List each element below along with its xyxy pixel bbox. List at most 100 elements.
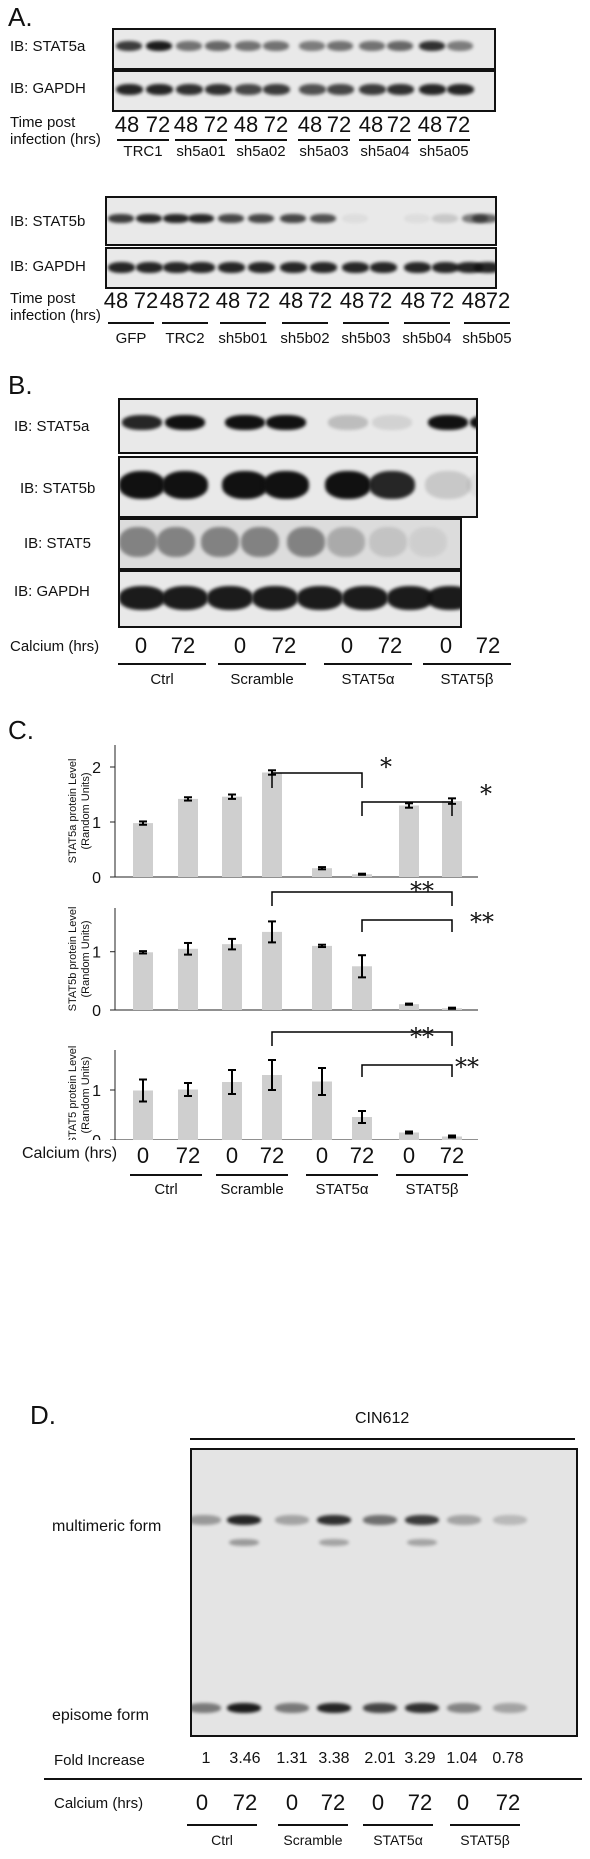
blot-band [386, 83, 414, 95]
time-point: 72 [495, 1790, 521, 1815]
time-point: 0 [439, 633, 453, 658]
blot-band [317, 1515, 351, 1525]
chart-stat5: 0 1 STAT5 protein Level(Random Units) [67, 1046, 478, 1140]
sig-marker-5: ** [410, 1023, 434, 1051]
blot-band [116, 41, 142, 51]
time-point: 72 [145, 112, 171, 137]
bar [262, 931, 282, 1010]
time-point: 0 [315, 1143, 329, 1168]
sig-marker-6: ** [455, 1053, 479, 1081]
time-point: 0 [136, 1143, 150, 1168]
group-underline [216, 1174, 288, 1176]
bar [133, 952, 153, 1010]
calcium-label-b: Calcium (hrs) [10, 638, 100, 655]
blot-band [455, 261, 483, 273]
y-axis-label: (Random Units) [80, 1056, 92, 1133]
group-label: STAT5β [460, 1832, 510, 1848]
bar [178, 948, 198, 1010]
blot-band [227, 1515, 261, 1525]
time-point: 0 [233, 633, 247, 658]
group-label: sh5a04 [360, 143, 410, 160]
blot-band [326, 83, 354, 95]
group-underline [220, 322, 266, 324]
blot-band [472, 213, 495, 223]
time-point: 0 [134, 633, 148, 658]
time-point: 48 [114, 112, 140, 137]
group-label: STAT5α [341, 671, 395, 688]
bar [222, 944, 242, 1010]
blot-band [225, 414, 265, 430]
blot-band [369, 471, 415, 499]
time-point: 72 [475, 633, 501, 658]
blot-band [493, 1515, 527, 1525]
bar [352, 1117, 372, 1140]
blot-band [369, 261, 397, 273]
blot-band [201, 527, 239, 557]
group-label: TRC1 [123, 143, 163, 160]
blot-band [162, 586, 208, 610]
blot-band [418, 83, 446, 95]
bar [178, 798, 198, 877]
blot-band [120, 471, 165, 499]
blot-band [192, 1703, 221, 1713]
time-point: 72 [439, 1143, 465, 1168]
time-point: 48 [278, 288, 304, 313]
time-point: 72 [349, 1143, 375, 1168]
blot-band [227, 1703, 261, 1713]
blot-band [135, 261, 163, 273]
bar [352, 966, 372, 1010]
group-label: Ctrl [154, 1181, 178, 1198]
significance-bracket [361, 919, 453, 932]
time-point: 72 [326, 112, 352, 137]
blot-band [262, 83, 290, 95]
bar [133, 823, 153, 877]
time-point: 0 [371, 1790, 385, 1815]
blot-band [372, 414, 412, 430]
time-point: 48 [358, 112, 384, 137]
group-label: Ctrl [150, 671, 174, 688]
calcium-label-d: Calcium (hrs) [54, 1795, 144, 1812]
y-axis-label: STAT5b protein Level [67, 907, 79, 1012]
blot-band [241, 527, 279, 557]
y-tick-label: 0 [92, 1003, 101, 1020]
blot-band [192, 1515, 221, 1525]
time-point: 72 [185, 288, 211, 313]
y-axis-label: STAT5a protein Level [67, 759, 79, 864]
time-point: 0 [402, 1143, 416, 1168]
bar [222, 796, 242, 877]
time-point: 48 [461, 288, 487, 313]
blot-band [325, 471, 371, 499]
group-label: STAT5α [315, 1181, 369, 1198]
blot-band [447, 1703, 481, 1713]
time-point: 0 [456, 1790, 470, 1815]
blot-label-b4: IB: GAPDH [14, 583, 90, 600]
time-point: 72 [307, 288, 333, 313]
chart-stat5b: 0 1 STAT5b protein Level (Random Units) [67, 907, 478, 1020]
group-underline [117, 139, 169, 141]
time-label-line1: Time post [10, 114, 76, 131]
time-point: 72 [386, 112, 412, 137]
bar [133, 1090, 153, 1140]
blot-band [363, 1703, 397, 1713]
time-point: 48 [159, 288, 185, 313]
time-point: 72 [232, 1790, 258, 1815]
time-point: 48 [233, 112, 259, 137]
time-point: 48 [400, 288, 426, 313]
fold-value: 1.31 [276, 1750, 308, 1767]
blot-band [319, 1538, 349, 1546]
blot-band [327, 41, 353, 51]
blot-band [175, 83, 203, 95]
blot-band [310, 213, 336, 223]
significance-bracket [271, 1031, 453, 1046]
blot-label-gapdh-2: IB: GAPDH [10, 258, 86, 275]
blot-band [419, 41, 445, 51]
blot-band [108, 213, 134, 223]
blot-label-stat5b: IB: STAT5b [10, 213, 86, 230]
group-underline [278, 1824, 348, 1826]
blot-band [187, 261, 215, 273]
group-label: sh5b04 [402, 330, 452, 347]
group-underline [450, 1824, 520, 1826]
sig-marker-3: ** [410, 877, 434, 905]
group-label: sh5a01 [176, 143, 226, 160]
